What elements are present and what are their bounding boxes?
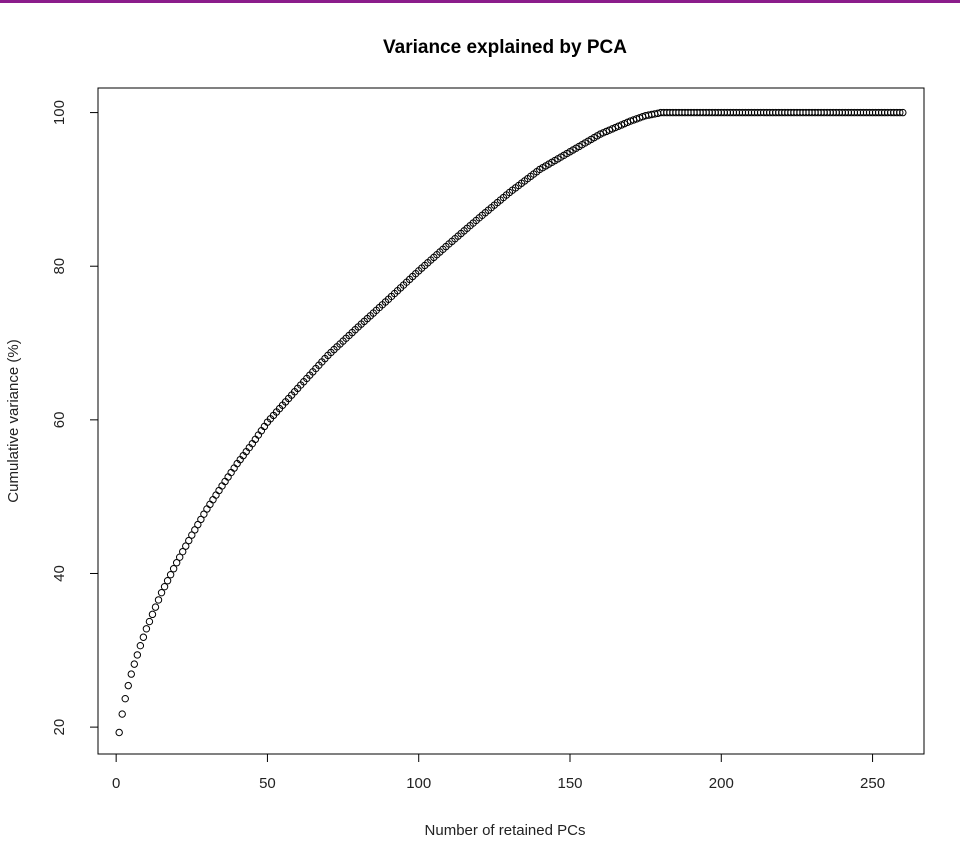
y-axis: 20 40 60 80 100 <box>51 100 99 736</box>
data-point <box>182 542 190 550</box>
y-tick-label: 100 <box>51 100 68 125</box>
data-point <box>127 670 135 678</box>
data-point <box>124 681 132 690</box>
data-point <box>230 464 238 472</box>
data-point <box>118 710 126 718</box>
x-tick-label: 250 <box>860 775 885 792</box>
data-point <box>172 559 181 567</box>
data-point <box>145 617 154 626</box>
data-point <box>157 588 166 597</box>
data-point <box>142 625 151 633</box>
data-point <box>203 505 211 513</box>
x-tick-label: 200 <box>709 775 734 792</box>
data-point <box>163 577 172 585</box>
data-point <box>166 571 175 579</box>
x-axis: 0 50 100 150 200 250 <box>112 753 885 792</box>
x-axis-label: Number of retained PCs <box>425 822 586 839</box>
data-point <box>154 596 163 604</box>
data-point <box>175 553 184 561</box>
data-point <box>899 108 907 117</box>
data-point <box>185 536 193 545</box>
x-tick-label: 0 <box>112 775 120 792</box>
data-point <box>209 496 217 504</box>
x-tick-label: 100 <box>406 775 431 792</box>
data-point <box>151 603 160 611</box>
data-point <box>227 468 235 477</box>
data-point <box>130 660 139 668</box>
x-tick-label: 150 <box>557 775 582 792</box>
data-point <box>169 565 178 573</box>
y-tick-label: 40 <box>51 565 68 582</box>
y-tick-label: 60 <box>51 412 68 429</box>
data-point <box>224 473 232 481</box>
data-point <box>206 500 214 509</box>
data-point <box>121 694 129 703</box>
data-point <box>115 728 123 737</box>
data-point <box>133 651 142 659</box>
x-tick-label: 50 <box>259 775 276 792</box>
y-axis-label: Cumulative variance (%) <box>5 339 22 502</box>
data-points <box>115 108 907 737</box>
data-point <box>136 641 145 650</box>
data-point <box>139 633 148 641</box>
y-tick-label: 20 <box>51 719 68 736</box>
data-point <box>218 482 226 490</box>
data-point <box>212 491 220 499</box>
data-point <box>148 610 157 619</box>
data-point <box>896 108 904 117</box>
chart-title: Variance explained by PCA <box>383 37 627 58</box>
data-point <box>221 477 229 486</box>
data-point <box>215 486 223 495</box>
data-point <box>160 582 169 591</box>
data-point <box>179 547 187 556</box>
top-accent-bar <box>0 0 960 3</box>
y-tick-label: 80 <box>51 258 68 275</box>
